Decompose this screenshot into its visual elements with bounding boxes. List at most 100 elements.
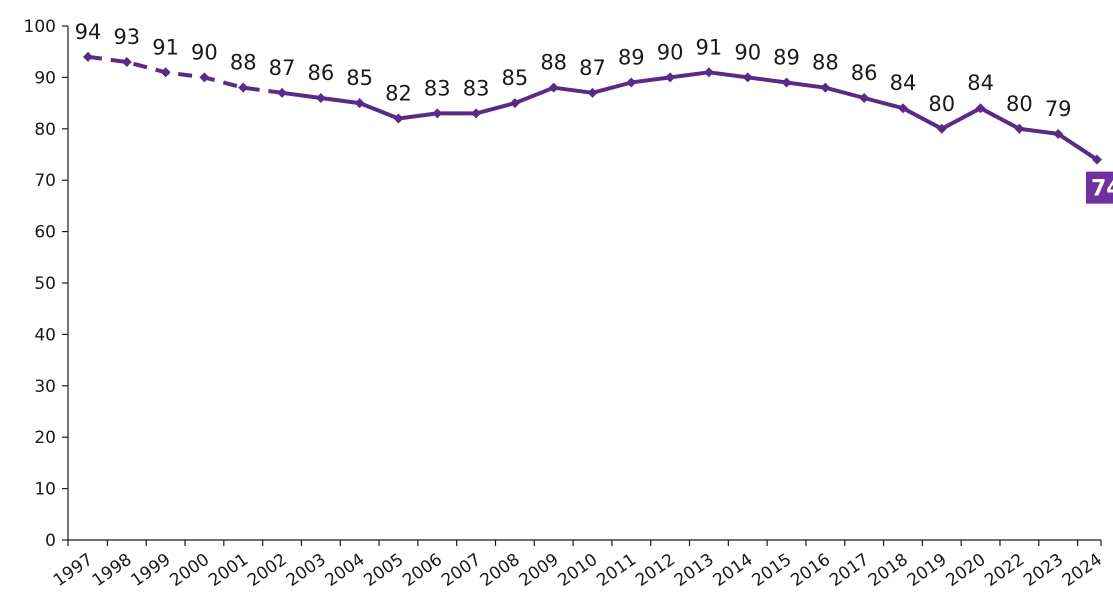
data-label: 91 [696, 35, 723, 59]
data-label: 90 [191, 40, 218, 64]
data-point-marker [742, 72, 753, 83]
data-label: 85 [502, 66, 529, 90]
data-point-marker [1053, 128, 1064, 139]
data-labels: 94 93 91 90 88 87 86 85 82 83 83 85 88 87 89 90 91 90 89 88… [75, 20, 1113, 204]
x-tick-label: 2004 [322, 550, 369, 591]
series-line-solid [281, 70, 1099, 162]
x-axis: 1997199819992000200120022003200420052006… [50, 539, 1106, 591]
data-label: 85 [346, 66, 373, 90]
x-tick-label: 2005 [360, 550, 407, 591]
x-tick-label: 2013 [671, 550, 718, 591]
data-label: 89 [618, 46, 645, 70]
data-point-marker [665, 72, 676, 83]
x-tick-label: 2007 [438, 550, 485, 591]
x-tick-label: 2012 [632, 550, 679, 591]
data-point-marker [432, 108, 443, 119]
data-label: 90 [657, 40, 684, 64]
data-point-marker [471, 108, 482, 119]
data-label-last: 74 [1091, 177, 1113, 202]
y-tick-label: 100 [24, 17, 56, 37]
y-tick-label: 10 [34, 480, 56, 500]
x-tick-label: 2009 [516, 550, 563, 591]
data-label: 84 [967, 71, 994, 95]
data-point-marker [936, 123, 947, 134]
series-line-dashed [87, 54, 283, 95]
data-label: 93 [113, 25, 140, 49]
x-tick-label: 2003 [283, 550, 330, 591]
y-tick-label: 60 [34, 223, 56, 243]
y-tick-label: 70 [34, 171, 56, 191]
data-label: 88 [540, 51, 567, 75]
data-point-marker [160, 67, 171, 78]
data-label: 87 [269, 56, 296, 80]
data-point-marker [781, 77, 792, 88]
data-point-marker [1092, 154, 1102, 165]
x-tick-label: 2011 [593, 550, 640, 591]
data-label: 83 [463, 76, 490, 100]
data-label: 91 [152, 35, 179, 59]
x-tick-label: 2022 [981, 550, 1028, 591]
x-tick-label: 2015 [748, 550, 795, 591]
data-point-marker [897, 103, 908, 114]
y-tick-label: 40 [34, 325, 56, 345]
y-axis: 0 10 20 30 40 50 60 70 80 90 100 [24, 17, 69, 551]
data-point-marker [626, 77, 637, 88]
x-tick-label: 2006 [399, 550, 446, 591]
data-label: 89 [773, 46, 800, 70]
data-label: 80 [1006, 92, 1033, 116]
data-label: 86 [307, 61, 334, 85]
data-point-marker [820, 82, 831, 93]
x-tick-label: 2000 [166, 550, 213, 591]
data-label: 83 [424, 76, 451, 100]
x-tick-label: 2020 [943, 550, 990, 591]
y-tick-label: 50 [34, 274, 56, 294]
data-point-marker [354, 98, 365, 109]
y-tick-label: 80 [34, 120, 56, 140]
data-label: 87 [579, 56, 606, 80]
data-label: 88 [812, 51, 839, 75]
x-tick-label: 2002 [244, 550, 291, 591]
x-tick-label: 2023 [1020, 550, 1067, 591]
data-points [83, 51, 1102, 165]
x-tick-label: 1998 [89, 550, 136, 591]
x-tick-label: 2014 [710, 550, 757, 591]
data-point-marker [121, 56, 132, 67]
x-tick-label: 2016 [787, 550, 834, 591]
last-value-highlight [1086, 171, 1113, 204]
data-point-marker [587, 87, 598, 98]
data-point-marker [393, 113, 404, 124]
x-tick-label: 2001 [205, 550, 252, 591]
x-tick-label: 2018 [865, 550, 912, 591]
x-tick-label: 2024 [1059, 550, 1106, 591]
data-point-marker [1014, 123, 1025, 134]
x-tick-label: 1997 [50, 550, 97, 591]
data-label: 86 [851, 61, 878, 85]
data-point-marker [975, 103, 986, 114]
data-point-marker [238, 82, 249, 93]
data-point-marker [859, 92, 870, 103]
x-tick-label: 1999 [128, 550, 175, 591]
x-tick-label: 2019 [904, 550, 951, 591]
data-label: 90 [734, 40, 761, 64]
x-tick-label: 2008 [477, 550, 524, 591]
x-tick-label: 2017 [826, 550, 873, 591]
y-tick-label: 30 [34, 377, 56, 397]
y-tick-label: 0 [45, 531, 56, 551]
data-point-marker [315, 92, 326, 103]
data-label: 80 [928, 92, 955, 116]
series-line [87, 54, 1099, 162]
data-label: 82 [385, 82, 412, 106]
x-tick-label: 2010 [554, 550, 601, 591]
data-label: 88 [230, 51, 257, 75]
y-tick-label: 90 [34, 68, 56, 88]
data-point-marker [703, 67, 714, 78]
data-point-marker [199, 72, 210, 83]
data-point-marker [83, 51, 93, 62]
data-label: 79 [1045, 97, 1072, 121]
data-point-marker [509, 98, 520, 109]
data-label: 84 [890, 71, 917, 95]
data-label: 94 [75, 20, 102, 44]
data-point-marker [548, 82, 559, 93]
y-tick-label: 20 [34, 428, 56, 448]
